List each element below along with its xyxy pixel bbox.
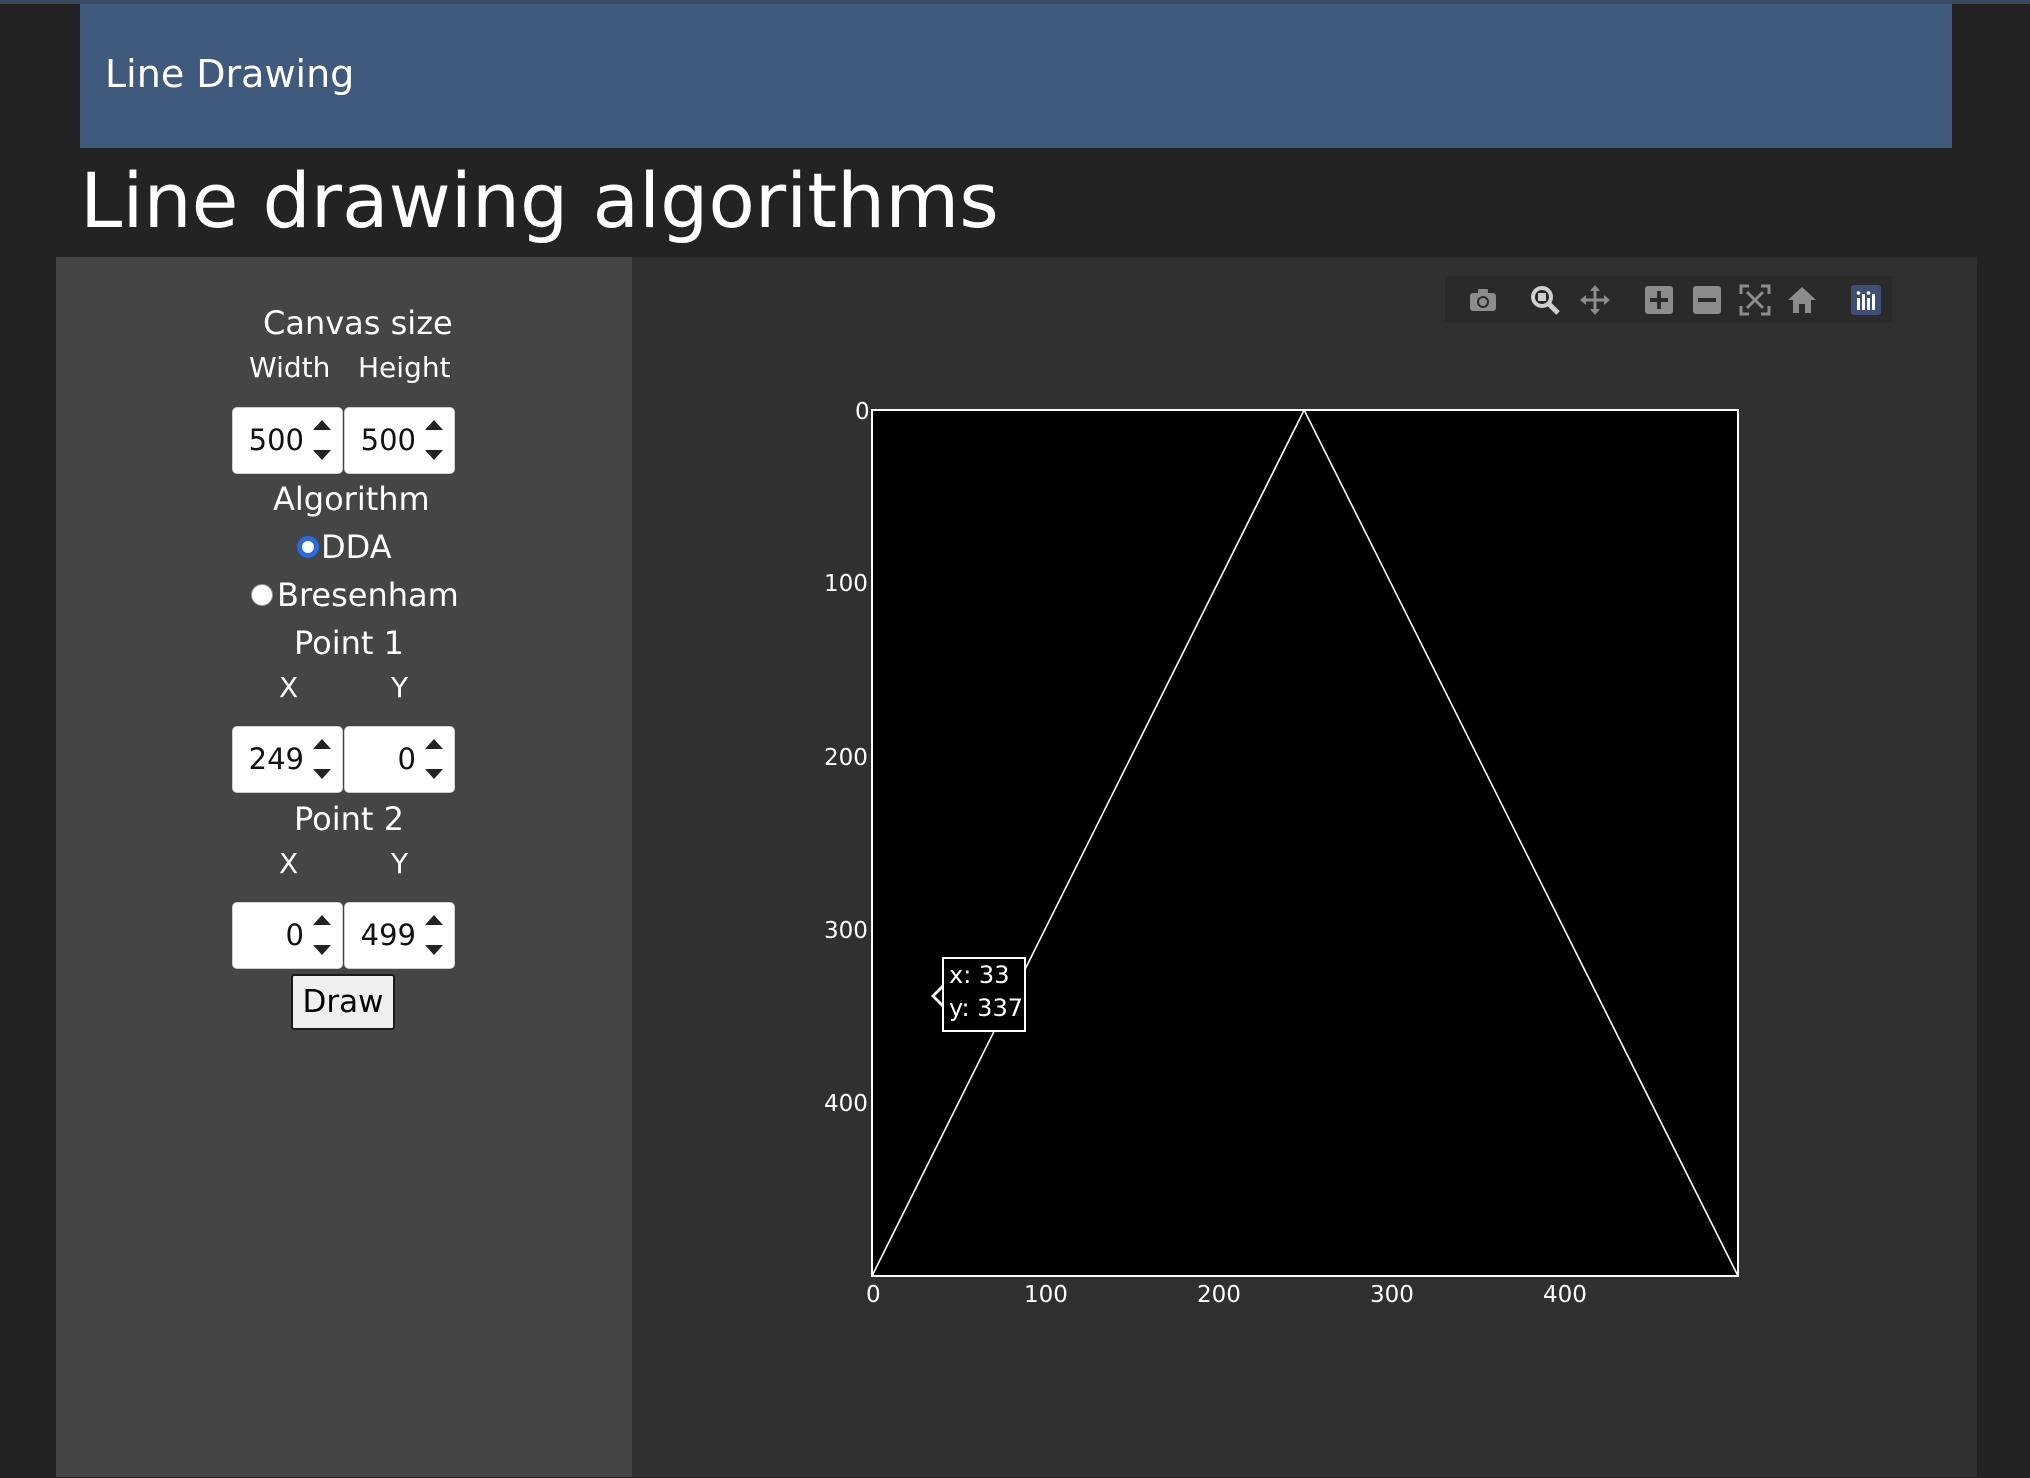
y-tick-400: 400 — [824, 1091, 868, 1117]
pan-icon[interactable] — [1579, 284, 1611, 316]
plot-modebar — [1445, 276, 1892, 322]
plotly-logo-icon[interactable] — [1850, 284, 1882, 316]
x-tick-300: 300 — [1370, 1282, 1414, 1308]
draw-button[interactable]: Draw — [291, 974, 395, 1030]
x-tick-0: 0 — [866, 1282, 881, 1308]
spin-down-icon[interactable] — [425, 769, 443, 779]
point2-y-value: 499 — [360, 918, 416, 952]
point2-x-value: 0 — [285, 918, 304, 952]
spin-down-icon[interactable] — [313, 450, 331, 460]
reset-axes-icon[interactable] — [1786, 284, 1818, 316]
point1-x-label: X — [279, 671, 299, 704]
point2-y-label: Y — [391, 847, 409, 880]
point1-x-value: 249 — [248, 742, 304, 776]
hover-x-text: x: 33 — [949, 961, 1010, 989]
spin-up-icon[interactable] — [313, 420, 331, 430]
navbar: Line Drawing — [80, 4, 1952, 148]
radio-bresenham[interactable] — [251, 584, 273, 606]
spin-up-icon[interactable] — [425, 915, 443, 925]
point1-y-label: Y — [391, 671, 409, 704]
spin-down-icon[interactable] — [425, 450, 443, 460]
point2-x-label: X — [279, 847, 299, 880]
line-plot[interactable] — [870, 408, 1740, 1280]
point1-y-value: 0 — [397, 742, 416, 776]
point1-y-input[interactable]: 0 — [344, 726, 455, 793]
autoscale-icon[interactable] — [1739, 284, 1771, 316]
x-tick-200: 200 — [1197, 1282, 1241, 1308]
radio-dda[interactable] — [297, 536, 319, 558]
y-tick-100: 100 — [824, 571, 868, 597]
spin-up-icon[interactable] — [425, 739, 443, 749]
point2-x-input[interactable]: 0 — [232, 902, 343, 969]
canvas-size-label: Canvas size — [263, 304, 453, 342]
point2-label: Point 2 — [294, 800, 404, 838]
x-tick-100: 100 — [1024, 1282, 1068, 1308]
point1-y-spinner[interactable] — [422, 735, 446, 785]
navbar-brand[interactable]: Line Drawing — [105, 52, 355, 96]
spin-down-icon[interactable] — [425, 945, 443, 955]
spin-up-icon[interactable] — [425, 420, 443, 430]
line-segment-0[interactable] — [871, 409, 1305, 1277]
point2-y-spinner[interactable] — [422, 911, 446, 961]
x-tick-400: 400 — [1543, 1282, 1587, 1308]
page-title: Line drawing algorithms — [80, 156, 999, 245]
y-tick-200: 200 — [824, 745, 868, 771]
point2-y-input[interactable]: 499 — [344, 902, 455, 969]
zoom-icon[interactable] — [1529, 284, 1561, 316]
hover-y-text: y: 337 — [949, 994, 1023, 1022]
width-input[interactable]: 500 — [232, 407, 343, 474]
point1-x-input[interactable]: 249 — [232, 726, 343, 793]
spin-up-icon[interactable] — [313, 915, 331, 925]
spin-down-icon[interactable] — [313, 945, 331, 955]
point1-x-spinner[interactable] — [310, 735, 334, 785]
point1-label: Point 1 — [294, 624, 404, 662]
plot-area[interactable] — [871, 409, 1739, 1277]
hover-label-pointer-inner — [935, 988, 943, 1004]
line-segment-1[interactable] — [1303, 409, 1739, 1277]
radio-bresenham-label[interactable]: Bresenham — [277, 576, 459, 614]
width-spinner[interactable] — [310, 416, 334, 466]
spin-up-icon[interactable] — [313, 739, 331, 749]
y-tick-300: 300 — [824, 918, 868, 944]
zoom-in-icon[interactable] — [1643, 284, 1675, 316]
spin-down-icon[interactable] — [313, 769, 331, 779]
zoom-out-icon[interactable] — [1691, 284, 1723, 316]
width-input-value: 500 — [248, 423, 304, 457]
height-input-value: 500 — [360, 423, 416, 457]
point2-x-spinner[interactable] — [310, 911, 334, 961]
height-input[interactable]: 500 — [344, 407, 455, 474]
height-spinner[interactable] — [422, 416, 446, 466]
hover-label: x: 33 y: 337 — [942, 957, 1026, 1032]
height-label: Height — [358, 351, 451, 384]
radio-dda-label[interactable]: DDA — [321, 528, 392, 566]
y-tick-0: 0 — [855, 399, 870, 425]
algorithm-label: Algorithm — [273, 480, 430, 518]
width-label: Width — [249, 351, 331, 384]
camera-icon[interactable] — [1467, 284, 1499, 316]
